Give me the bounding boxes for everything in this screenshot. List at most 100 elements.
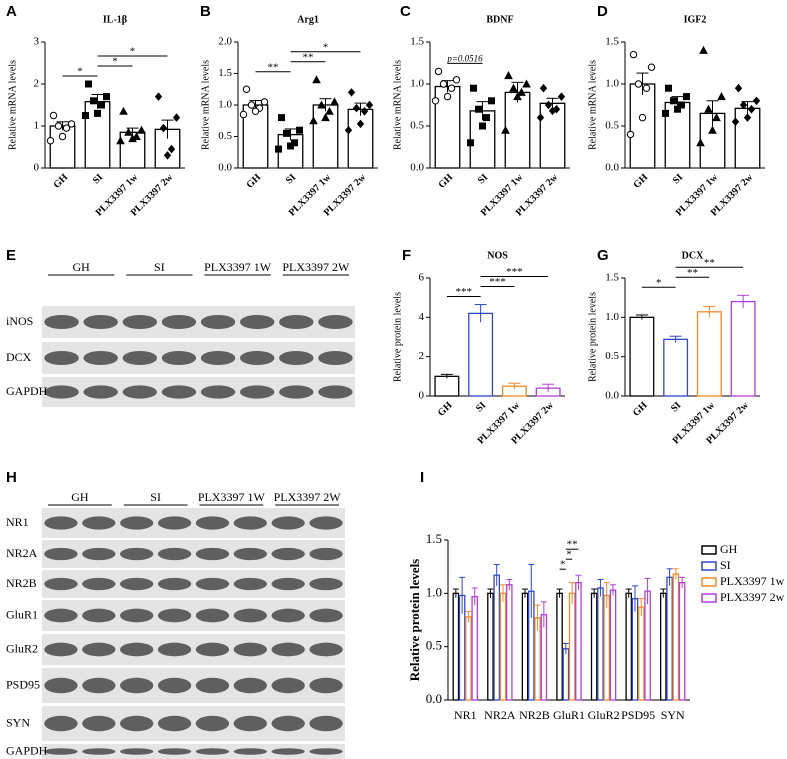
significance-label: ** [687,267,698,279]
x-tick-label: SI [91,172,106,187]
data-point [544,100,553,110]
group-label: SI [154,260,165,274]
blot-band [44,642,78,657]
significance-label: ** [268,61,279,73]
data-point [696,138,705,147]
y-tick-label: 0.0 [605,390,619,402]
data-point [712,113,721,122]
y-tick-label: 3 [34,36,40,48]
chart-title: IGF2 [684,14,707,25]
blot-band [233,608,267,623]
blot-band [233,748,267,755]
blot-band [157,516,192,530]
blot-band [309,748,343,755]
bar [629,83,656,169]
panel-label: E [6,247,16,264]
row-label: GluR2 [6,641,38,655]
blot-band [122,385,158,399]
data-point [321,113,330,122]
data-point [734,83,743,93]
bar [629,316,655,397]
data-point [483,114,490,122]
blot-band [82,547,116,561]
y-tick-label: 2 [419,350,425,362]
x-tick-label: NR1 [454,708,477,722]
blot-band [309,547,343,561]
blot-band [44,577,78,591]
data-point [447,84,456,92]
blot-band [157,715,192,732]
bar [154,128,181,169]
bar [631,598,639,701]
blot-band [239,350,275,366]
data-point [717,92,726,101]
data-point [54,122,63,130]
bar [452,592,460,701]
y-tick-label: 1.5 [605,272,619,284]
bar [487,592,494,701]
data-point [439,80,448,88]
data-point [665,84,672,92]
data-point [488,97,495,105]
x-tick-label: GH [436,172,455,191]
chart-title: NOS [487,250,508,261]
bar [597,587,604,701]
significance-label: *** [506,266,523,278]
blot-band [271,642,305,657]
legend-swatch [701,577,717,587]
group-label: GH [71,490,89,504]
bar [556,592,563,701]
legend-label: SI [720,558,731,572]
data-point [678,101,685,109]
y-tick-label: 1.0 [218,99,232,111]
blot-band [120,608,154,623]
bar [493,574,501,701]
legend-label: GH [720,542,738,556]
data-point [283,129,290,137]
y-tick-label: 0.5 [605,120,619,132]
data-point [452,76,461,84]
bar [637,606,645,701]
group-label: GH [72,260,90,274]
blot-band [318,385,353,399]
bar [575,582,582,701]
blot-band [271,715,305,732]
row-label: iNOS [6,314,33,328]
blot-band [309,715,343,732]
bar [659,592,667,701]
blot-band [83,314,118,330]
blot-band [195,715,230,732]
blot-band [233,715,267,732]
blot-band [195,748,230,755]
data-point [638,113,647,122]
data-point [154,92,163,101]
data-point [557,92,566,101]
row-label: NR1 [6,515,29,529]
data-point [98,101,105,109]
data-point [325,106,334,115]
bar [469,110,496,169]
blot-band [161,385,197,399]
data-point [239,110,248,119]
data-point [434,67,443,76]
data-point [94,109,101,117]
bar [609,589,617,701]
blot-band [309,577,343,591]
data-point [137,125,146,134]
blot-band [83,385,118,399]
blot-band [271,577,305,591]
data-point [67,120,76,128]
chart-title: BDNF [486,14,513,25]
legend-swatch [701,545,717,555]
data-point [504,71,513,80]
bar [666,576,673,701]
y-axis-label: Relative mRNA levels [7,60,18,150]
x-tick-label: GluR1 [553,708,585,722]
significance-label: * [656,277,662,289]
data-point [642,84,651,92]
group-label: PLX3397 1W [198,490,266,504]
data-point [743,113,752,122]
data-point [674,105,681,113]
blot-band [44,350,79,366]
data-point [58,132,67,141]
